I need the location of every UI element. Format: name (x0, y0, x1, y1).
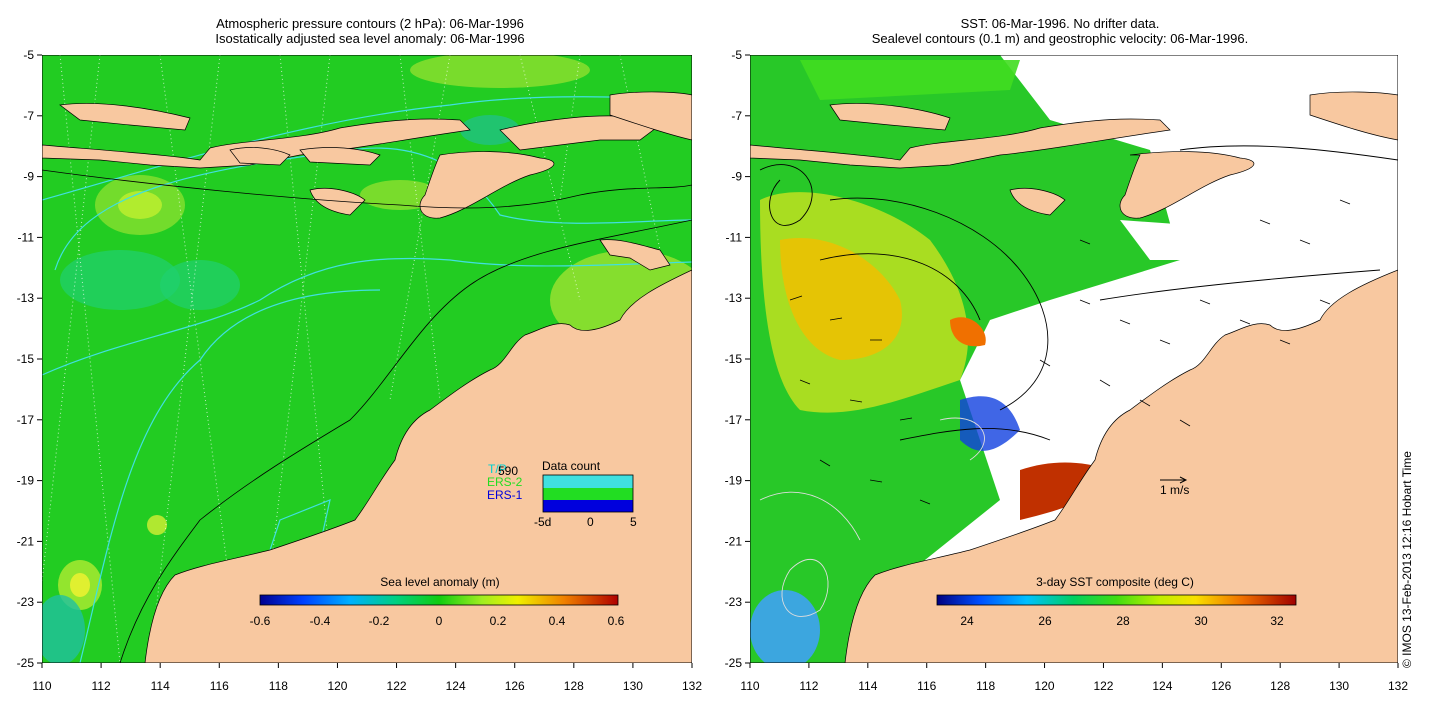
right-x-tick-label: 132 (1388, 679, 1408, 693)
legend-x-tick-3: 5 (630, 515, 637, 529)
right-y-tick-label: -5 (731, 48, 742, 62)
sla-tick-3: -0.2 (369, 614, 390, 628)
sla-tick-6: 0.4 (549, 614, 566, 628)
sla-colorbar-title: Sea level anomaly (m) (380, 575, 499, 589)
sst-tick-2: 26 (1038, 614, 1052, 628)
right-y-tick-label: -25 (725, 656, 743, 670)
right-x-tick-label: 126 (1211, 679, 1231, 693)
sst-colorbar-title: 3-day SST composite (deg C) (1036, 575, 1194, 589)
right-x-tick-label: 128 (1270, 679, 1290, 693)
left-y-tick-label: -15 (17, 352, 35, 366)
data-count-legend: T/P ERS-2 ERS-1 590 Data count -5d 0 5 (487, 459, 637, 529)
right-x-tick-label: 118 (976, 679, 995, 693)
right-y-tick-label: -21 (725, 534, 743, 548)
right-map (750, 55, 1398, 663)
right-y-tick-label: -19 (725, 474, 743, 488)
sla-tick-7: 0.6 (608, 614, 625, 628)
left-y-tick-label: -25 (17, 656, 35, 670)
velocity-scale-label: 1 m/s (1160, 483, 1189, 497)
left-y-tick-label: -11 (18, 230, 35, 244)
left-title-line2: Isostatically adjusted sea level anomaly… (215, 31, 525, 46)
right-x-tick-label: 116 (917, 679, 936, 693)
left-y-tick-label: -17 (17, 413, 35, 427)
left-y-tick-label: -21 (17, 534, 35, 548)
data-count-bars (542, 474, 634, 513)
left-x-tick-label: 116 (210, 679, 229, 693)
right-x-tick-label: 110 (740, 679, 759, 693)
left-x-tick-label: 132 (682, 679, 702, 693)
sst-tick-1: 24 (960, 614, 974, 628)
right-x-tick-label: 124 (1152, 679, 1172, 693)
velocity-scale: 1 m/s (1160, 476, 1189, 497)
legend-tp: T/P (488, 462, 507, 476)
left-y-tick-label: -19 (17, 474, 35, 488)
left-y-tick-label: -5 (23, 48, 34, 62)
left-x-tick-label: 128 (564, 679, 584, 693)
land-polygons (42, 91, 692, 663)
right-x-tick-label: 122 (1093, 679, 1113, 693)
sst-tick-3: 28 (1116, 614, 1130, 628)
sla-tick-4: 0 (436, 614, 443, 628)
right-x-tick-label: 114 (858, 679, 877, 693)
right-panel-title: SST: 06-Mar-1996. No drifter data. Seale… (760, 16, 1360, 46)
legend-title: Data count (542, 459, 601, 473)
left-y-tick-label: -7 (23, 109, 34, 123)
legend-x-tick-1: -5d (534, 515, 551, 529)
credit-text: © IMOS 13-Feb-2013 12:16 Hobart Time (1400, 451, 1414, 668)
left-y-tick-label: -13 (17, 291, 35, 305)
sla-tick-1: -0.6 (250, 614, 271, 628)
sst-tick-5: 32 (1270, 614, 1284, 628)
axes: 110 112 114 116 118 120 122 124 126 128 130 132 -5 -7… (17, 48, 1409, 693)
left-x-tick-label: 120 (327, 679, 347, 693)
right-y-tick-label: -7 (731, 109, 742, 123)
right-y-tick-label: -15 (725, 352, 743, 366)
right-y-tick-label: -13 (725, 291, 743, 305)
sla-colorbar: Sea level anomaly (m) -0.6 -0.4 -0.2 0 0… (250, 575, 625, 628)
left-x-tick-label: 130 (623, 679, 643, 693)
legend-ers2: ERS-2 (487, 475, 523, 489)
sst-tick-4: 30 (1194, 614, 1208, 628)
legend-count: 590 (498, 464, 518, 478)
legend-x-tick-2: 0 (587, 515, 594, 529)
left-x-tick-label: 126 (505, 679, 525, 693)
left-x-tick-label: 112 (92, 679, 111, 693)
left-title-line1: Atmospheric pressure contours (2 hPa): 0… (216, 16, 524, 31)
sla-tick-2: -0.4 (310, 614, 331, 628)
geostrophic-velocity-arrows (789, 199, 1351, 505)
right-title-line2: Sealevel contours (0.1 m) and geostrophi… (871, 31, 1249, 46)
left-map (42, 55, 692, 663)
right-y-tick-label: -11 (726, 230, 743, 244)
left-y-tick-label: -9 (23, 170, 34, 184)
left-y-tick-label: -23 (17, 595, 35, 609)
sst-colorbar: 3-day SST composite (deg C) 24 26 28 30 … (936, 575, 1297, 628)
right-y-tick-label: -9 (731, 170, 742, 184)
sla-tick-5: 0.2 (490, 614, 507, 628)
right-y-tick-label: -23 (725, 595, 743, 609)
right-y-tick-label: -17 (725, 413, 743, 427)
left-x-tick-label: 124 (446, 679, 466, 693)
left-x-tick-label: 122 (387, 679, 407, 693)
left-x-tick-label: 114 (151, 679, 170, 693)
right-x-tick-label: 120 (1035, 679, 1055, 693)
right-title-line1: SST: 06-Mar-1996. No drifter data. (960, 16, 1160, 31)
right-x-tick-label: 130 (1329, 679, 1349, 693)
left-x-tick-label: 110 (32, 679, 51, 693)
left-panel-title: Atmospheric pressure contours (2 hPa): 0… (120, 16, 620, 46)
right-x-tick-label: 112 (799, 679, 818, 693)
left-x-tick-label: 118 (269, 679, 288, 693)
legend-ers1: ERS-1 (487, 488, 523, 502)
